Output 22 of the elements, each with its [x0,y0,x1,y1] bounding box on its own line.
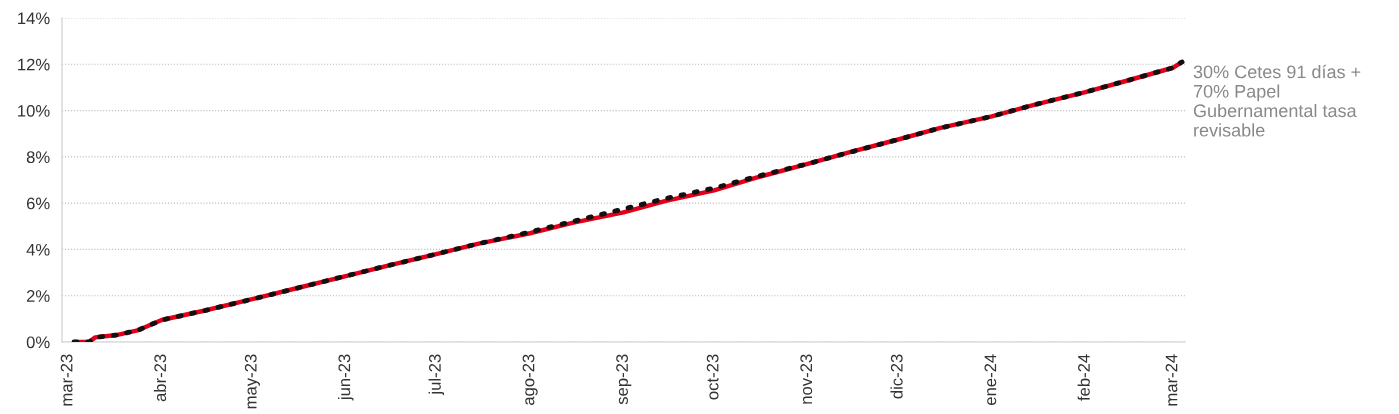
x-tick-label: jun-23 [338,354,354,401]
x-tick-label: mar-24 [1165,354,1178,406]
x-tick-label: abr-23 [153,354,167,402]
x-tick-label: ene-24 [984,354,997,405]
y-tick-label: 0% [26,336,50,349]
x-tick-label: feb-24 [1077,354,1090,401]
y-tick-label: 8% [26,151,50,164]
x-tick-label: dic-23 [890,354,903,399]
x-tick-label: jul-23 [428,354,445,395]
y-tick-label: 10% [18,104,50,117]
y-tick-label: 14% [18,12,50,25]
y-tick-label: 6% [26,197,50,210]
x-tick-label: mar-23 [60,354,73,406]
x-tick-label: ago-23 [522,354,538,405]
x-tick-label: oct-23 [706,354,719,400]
y-tick-label: 2% [26,290,50,302]
series-label: 30% Cetes 91 días + 70% Papel Gubernamental tasa revisable [1193,64,1361,137]
x-tick-label: may-23 [244,354,260,409]
y-tick-label: 4% [26,243,50,256]
x-tick-label: sep-23 [616,354,632,405]
y-tick-label: 12% [18,58,50,71]
x-tick-label: nov-23 [800,354,813,404]
